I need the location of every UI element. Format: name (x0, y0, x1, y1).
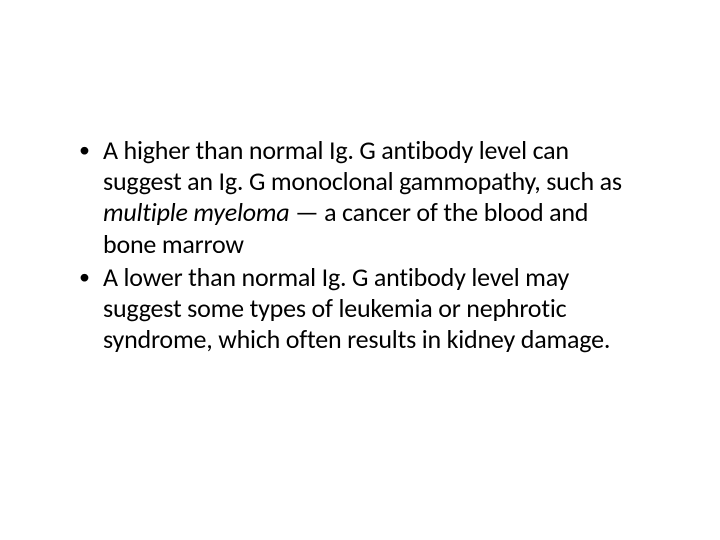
bullet-item: A higher than normal Ig. G antibody leve… (75, 135, 645, 260)
bullet-text-segment: A lower than normal Ig. G antibody level… (103, 261, 610, 355)
bullet-text-segment: A higher than normal Ig. G antibody leve… (103, 134, 622, 197)
bullet-list: A higher than normal Ig. G antibody leve… (75, 135, 645, 355)
slide-container: A higher than normal Ig. G antibody leve… (0, 0, 720, 540)
bullet-item: A lower than normal Ig. G antibody level… (75, 262, 645, 356)
bullet-text-segment-italic: multiple myeloma (103, 196, 289, 228)
